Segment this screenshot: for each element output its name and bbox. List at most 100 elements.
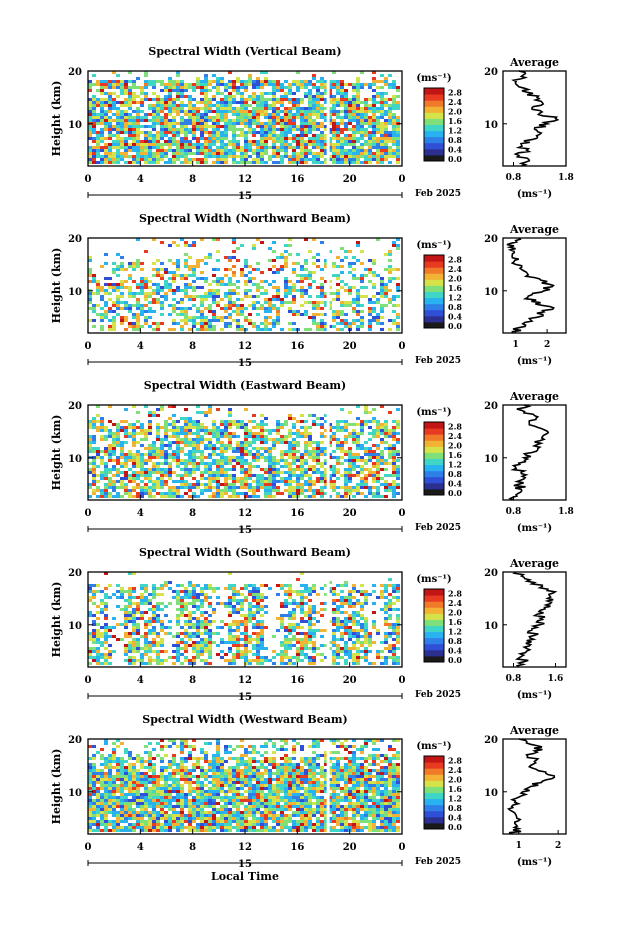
heatmap-cell [336,274,340,277]
heatmap-cell [332,137,336,140]
heatmap-cell [172,104,176,107]
heatmap-cell [332,486,336,489]
heatmap-cell [152,593,156,596]
heatmap-cell [156,155,160,158]
heatmap-cell [336,593,340,596]
heatmap-cell [212,125,216,128]
heatmap-cell [220,447,224,450]
heatmap-cell [396,322,400,325]
heatmap-cell [132,465,136,468]
heatmap-cell [152,107,156,110]
heatmap-cell [196,107,200,110]
heatmap-cell [216,89,220,92]
heatmap-cell [184,113,188,116]
heatmap-cell [100,313,104,316]
heatmap-cell [200,146,204,149]
heatmap-cell [332,474,336,477]
heatmap-cell [88,149,92,152]
heatmap-cell [280,614,284,617]
heatmap-cell [220,602,224,605]
heatmap-cell [252,92,256,95]
heatmap-cell [176,590,180,593]
heatmap-cell [396,313,400,316]
heatmap-cell [128,277,132,280]
heatmap-cell [284,614,288,617]
heatmap-cell [204,122,208,125]
heatmap-cell [104,80,108,83]
heatmap-cell [152,480,156,483]
heatmap-cell [300,286,304,289]
heatmap-cell [304,596,308,599]
heatmap-cell [140,310,144,313]
heatmap-cell [248,119,252,122]
heatmap-cell [220,471,224,474]
heatmap-cell [268,486,272,489]
heatmap-cell [128,95,132,98]
heatmap-cell [300,116,304,119]
heatmap-cell [392,155,396,158]
colorbar-swatch [424,124,444,132]
heatmap-cell [224,492,228,495]
heatmap-cell [112,453,116,456]
heatmap-cell [204,158,208,161]
heatmap-cell [176,608,180,611]
heatmap-cell [256,465,260,468]
heatmap-cell [344,155,348,158]
heatmap-cell [208,292,212,295]
heatmap-cell [200,313,204,316]
heatmap-cell [348,104,352,107]
heatmap-cell [136,262,140,265]
heatmap-cell [144,429,148,432]
heatmap-cell [168,83,172,86]
heatmap-cell [256,95,260,98]
heatmap-cell [320,432,324,435]
heatmap-cell [256,477,260,480]
heatmap-cell [292,417,296,420]
heatmap-cell [128,80,132,83]
heatmap-cell [92,602,96,605]
heatmap-cell [156,143,160,146]
heatmap-cell [356,86,360,89]
heatmap-cell [272,143,276,146]
heatmap-cell [216,441,220,444]
heatmap-cell [348,453,352,456]
heatmap-cell [116,304,120,307]
heatmap-cell [388,319,392,322]
heatmap-cell [340,95,344,98]
heatmap-cell [308,295,312,298]
heatmap-cell [332,274,336,277]
heatmap-cell [388,131,392,134]
heatmap-cell [140,453,144,456]
heatmap-cell [184,620,188,623]
heatmap-cell [340,80,344,83]
heatmap-cell [220,146,224,149]
heatmap-cell [256,122,260,125]
heatmap-cell [224,158,228,161]
heatmap-cell [344,140,348,143]
heatmap-cell [144,286,148,289]
heatmap-cell [304,450,308,453]
heatmap-cell [176,286,180,289]
heatmap-cell [132,292,136,295]
heatmap-cell [232,480,236,483]
heatmap-cell [212,477,216,480]
heatmap-cell [204,620,208,623]
heatmap-cell [252,122,256,125]
panel-title: Spectral Width (Eastward Beam) [144,379,346,392]
heatmap-cell [280,265,284,268]
heatmap-cell [128,113,132,116]
heatmap-cell [392,319,396,322]
heatmap-cell [332,158,336,161]
heatmap-cell [244,122,248,125]
heatmap-cell [136,492,140,495]
heatmap-cell [340,408,344,411]
heatmap-cell [128,310,132,313]
heatmap-cell [372,444,376,447]
heatmap-cell [312,414,316,417]
heatmap-cell [388,453,392,456]
heatmap-cell [364,450,368,453]
heatmap-cell [160,137,164,140]
colorbar-swatch [424,106,444,113]
heatmap-cell [300,292,304,295]
heatmap-cell [168,149,172,152]
